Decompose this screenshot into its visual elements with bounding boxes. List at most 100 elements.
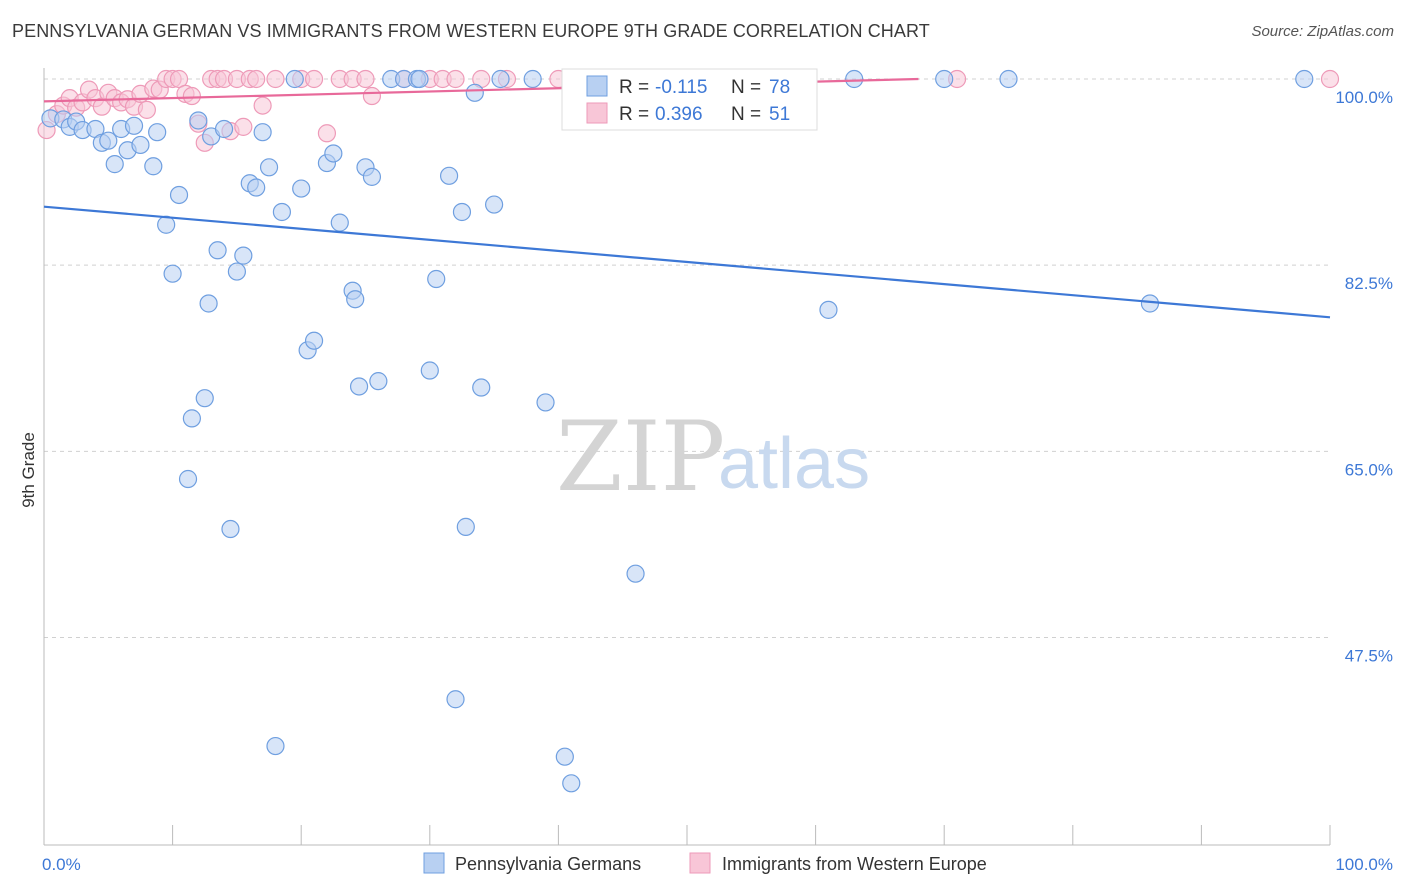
point-pennsylvania-germans	[304, 331, 324, 350]
legend-swatch-pink	[586, 102, 608, 124]
point-pennsylvania-germans	[131, 135, 150, 155]
series-legend-swatch-pink	[689, 852, 711, 874]
trend-line-blue	[43, 205, 1331, 319]
point-pennsylvania-germans	[346, 290, 365, 309]
point-pennsylvania-germans	[285, 69, 304, 89]
point-pennsylvania-germans	[330, 213, 349, 232]
point-immigrants-western-europe	[247, 69, 266, 89]
legend-n-label-pink: N =	[731, 104, 761, 125]
point-immigrants-western-europe	[317, 124, 337, 143]
point-pennsylvania-germans	[182, 409, 201, 428]
point-pennsylvania-germans	[266, 736, 285, 756]
point-pennsylvania-germans	[157, 215, 176, 234]
point-pennsylvania-germans	[452, 202, 472, 222]
point-pennsylvania-germans	[124, 116, 144, 135]
point-pennsylvania-germans	[163, 264, 182, 283]
point-pennsylvania-germans	[259, 158, 279, 177]
point-pennsylvania-germans	[144, 157, 163, 176]
point-immigrants-western-europe	[1320, 69, 1340, 89]
point-pennsylvania-germans	[178, 469, 198, 489]
point-pennsylvania-germans	[369, 372, 388, 391]
point-pennsylvania-germans	[935, 69, 954, 89]
point-pennsylvania-germans	[148, 123, 167, 142]
point-pennsylvania-germans	[485, 195, 504, 214]
source-label: Source: ZipAtlas.com	[1251, 23, 1394, 40]
y-tick-label: 82.5%	[1345, 274, 1393, 293]
point-pennsylvania-germans	[221, 519, 240, 539]
point-immigrants-western-europe	[253, 96, 272, 115]
axes-layer	[43, 68, 1331, 846]
series-legend-label-pink: Immigrants from Western Europe	[722, 854, 987, 874]
x-tick-labels: 0.0% 100.0%	[42, 855, 1393, 874]
points-layer	[37, 69, 1340, 793]
point-pennsylvania-germans	[819, 300, 838, 319]
point-pennsylvania-germans	[247, 178, 266, 197]
chart-title: PENNSYLVANIA GERMAN VS IMMIGRANTS FROM W…	[12, 21, 930, 41]
y-axis-label: 9th Grade	[19, 432, 38, 508]
legend-r-value-pink: 0.396	[655, 104, 703, 125]
point-pennsylvania-germans	[349, 377, 369, 396]
series-legend-label-blue: Pennsylvania Germans	[455, 854, 641, 874]
point-pennsylvania-germans	[999, 69, 1018, 89]
point-pennsylvania-germans	[227, 262, 246, 281]
watermark-zip: ZIP	[556, 401, 725, 513]
x-tick-label: 100.0%	[1335, 855, 1393, 874]
point-immigrants-western-europe	[182, 86, 201, 106]
point-pennsylvania-germans	[472, 378, 491, 397]
point-pennsylvania-germans	[439, 166, 459, 185]
point-pennsylvania-germans	[292, 179, 311, 198]
point-pennsylvania-germans	[845, 69, 864, 89]
y-tick-label: 65.0%	[1345, 460, 1393, 479]
series-legend-swatch-blue	[423, 852, 445, 874]
legend-r-label-blue: R =	[619, 77, 649, 98]
point-pennsylvania-germans	[523, 69, 542, 89]
grid-layer	[44, 78, 1330, 639]
point-pennsylvania-germans	[362, 167, 382, 186]
point-pennsylvania-germans	[456, 517, 475, 536]
y-tick-label: 100.0%	[1335, 88, 1393, 107]
point-immigrants-western-europe	[304, 69, 324, 89]
legend-n-value-pink: 51	[769, 104, 790, 125]
legend-n-label-blue: N =	[731, 77, 761, 98]
point-pennsylvania-germans	[199, 294, 218, 313]
point-pennsylvania-germans	[189, 111, 208, 130]
point-pennsylvania-germans	[536, 393, 555, 412]
point-pennsylvania-germans	[1295, 69, 1314, 89]
point-pennsylvania-germans	[214, 119, 234, 139]
point-pennsylvania-germans	[99, 131, 118, 150]
point-pennsylvania-germans	[465, 83, 484, 102]
watermark-atlas: atlas	[718, 424, 870, 504]
legend-r-value-blue: -0.115	[655, 77, 707, 98]
point-pennsylvania-germans	[446, 690, 465, 709]
point-pennsylvania-germans	[562, 774, 581, 793]
point-immigrants-western-europe	[356, 69, 375, 89]
point-pennsylvania-germans	[272, 202, 292, 222]
watermark: ZIP atlas	[556, 401, 870, 513]
series-legend: Pennsylvania Germans Immigrants from Wes…	[423, 852, 987, 874]
point-pennsylvania-germans	[555, 747, 574, 766]
point-immigrants-western-europe	[266, 69, 285, 89]
point-pennsylvania-germans	[410, 69, 429, 89]
point-pennsylvania-germans	[626, 564, 645, 583]
point-pennsylvania-germans	[195, 389, 214, 408]
point-pennsylvania-germans	[208, 241, 227, 260]
x-tick-label: 0.0%	[42, 855, 81, 874]
y-tick-labels: 100.0% 82.5% 65.0% 47.5%	[1335, 88, 1393, 666]
legend-swatch-blue	[586, 75, 608, 97]
point-pennsylvania-germans	[491, 69, 510, 89]
point-immigrants-western-europe	[234, 117, 253, 136]
point-immigrants-western-europe	[137, 100, 156, 119]
correlation-legend: R = -0.115 N = 78 R = 0.396 N = 51	[561, 68, 818, 131]
point-pennsylvania-germans	[1140, 294, 1160, 313]
point-pennsylvania-germans	[427, 269, 446, 289]
point-pennsylvania-germans	[324, 144, 343, 163]
point-pennsylvania-germans	[169, 185, 189, 205]
point-immigrants-western-europe	[362, 86, 382, 106]
point-pennsylvania-germans	[420, 361, 439, 380]
point-immigrants-western-europe	[446, 69, 465, 89]
legend-r-label-pink: R =	[619, 104, 649, 125]
legend-n-value-blue: 78	[769, 77, 790, 98]
point-pennsylvania-germans	[253, 123, 272, 142]
y-tick-label: 47.5%	[1345, 647, 1393, 666]
